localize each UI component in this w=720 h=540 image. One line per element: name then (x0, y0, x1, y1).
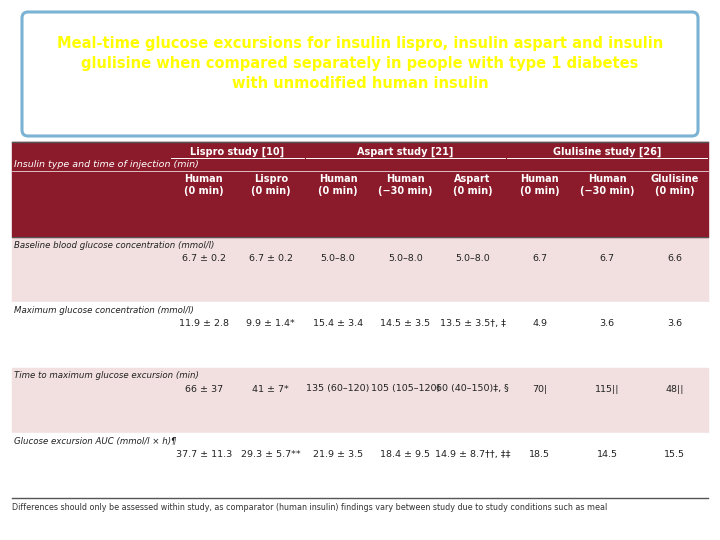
Text: 37.7 ± 11.3: 37.7 ± 11.3 (176, 450, 232, 459)
Bar (12, 302, 708, 368)
Text: 5.0–8.0: 5.0–8.0 (320, 254, 356, 263)
Text: 21.9 ± 3.5: 21.9 ± 3.5 (313, 450, 363, 459)
Text: (−30 min): (−30 min) (378, 186, 433, 196)
Text: 15.5: 15.5 (664, 450, 685, 459)
Text: (0 min): (0 min) (184, 186, 223, 196)
Text: Human: Human (521, 174, 559, 184)
Text: Human: Human (386, 174, 425, 184)
Text: 105 (105–120): 105 (105–120) (371, 384, 440, 394)
Text: 135 (60–120): 135 (60–120) (307, 384, 370, 394)
Text: 66 ± 37: 66 ± 37 (184, 384, 222, 394)
Text: Time to maximum glucose excursion (min): Time to maximum glucose excursion (min) (14, 372, 199, 381)
Text: Human: Human (588, 174, 626, 184)
Text: 6.7 ± 0.2: 6.7 ± 0.2 (249, 254, 293, 263)
Bar (12, 237, 708, 302)
Text: 29.3 ± 5.7**: 29.3 ± 5.7** (241, 450, 301, 459)
Text: 14.9 ± 8.7††, ‡‡: 14.9 ± 8.7††, ‡‡ (435, 450, 510, 459)
FancyBboxPatch shape (22, 12, 698, 136)
Text: Lispro study [10]: Lispro study [10] (190, 147, 284, 157)
Bar (12, 368, 708, 433)
Text: 11.9 ± 2.8: 11.9 ± 2.8 (179, 319, 229, 328)
Text: 115||: 115|| (595, 384, 619, 394)
Text: 3.6: 3.6 (667, 319, 682, 328)
Text: Insulin type and time of injection (min): Insulin type and time of injection (min) (14, 160, 199, 169)
Text: 4.9: 4.9 (532, 319, 547, 328)
Text: 6.7: 6.7 (600, 254, 615, 263)
Text: Lispro: Lispro (254, 174, 288, 184)
Text: 6.7: 6.7 (532, 254, 547, 263)
Text: (0 min): (0 min) (453, 186, 492, 196)
Text: Maximum glucose concentration (mmol/l): Maximum glucose concentration (mmol/l) (14, 306, 194, 315)
Text: 5.0–8.0: 5.0–8.0 (388, 254, 423, 263)
Text: glulisine when compared separately in people with type 1 diabetes: glulisine when compared separately in pe… (81, 56, 639, 71)
Text: Human: Human (184, 174, 223, 184)
Text: (0 min): (0 min) (318, 186, 358, 196)
Text: 5.0–8.0: 5.0–8.0 (455, 254, 490, 263)
Text: Glulisine study [26]: Glulisine study [26] (553, 147, 661, 157)
Text: 9.9 ± 1.4*: 9.9 ± 1.4* (246, 319, 295, 328)
Text: with unmodified human insulin: with unmodified human insulin (232, 76, 488, 91)
Text: 70|: 70| (532, 384, 547, 394)
Text: 6.7 ± 0.2: 6.7 ± 0.2 (181, 254, 225, 263)
Text: Baseline blood glucose concentration (mmol/l): Baseline blood glucose concentration (mm… (14, 241, 215, 250)
Text: 3.6: 3.6 (600, 319, 615, 328)
Text: (0 min): (0 min) (654, 186, 694, 196)
Bar (12, 433, 708, 498)
Text: 18.5: 18.5 (529, 450, 550, 459)
Text: (0 min): (0 min) (520, 186, 559, 196)
Text: (0 min): (0 min) (251, 186, 291, 196)
Text: Human: Human (319, 174, 357, 184)
Text: 48||: 48|| (665, 384, 683, 394)
Text: Aspart study [21]: Aspart study [21] (357, 147, 454, 157)
Text: (−30 min): (−30 min) (580, 186, 634, 196)
Text: Aspart: Aspart (454, 174, 491, 184)
Text: 18.4 ± 9.5: 18.4 ± 9.5 (380, 450, 431, 459)
Bar (12, 142, 708, 237)
Text: Differences should only be assessed within study, as comparator (human insulin) : Differences should only be assessed with… (12, 503, 607, 512)
Text: 13.5 ± 3.5†, ‡: 13.5 ± 3.5†, ‡ (440, 319, 505, 328)
Text: Meal-time glucose excursions for insulin lispro, insulin aspart and insulin: Meal-time glucose excursions for insulin… (57, 36, 663, 51)
Text: 60 (40–150)‡, §: 60 (40–150)‡, § (436, 384, 509, 394)
Text: 14.5 ± 3.5: 14.5 ± 3.5 (380, 319, 431, 328)
Text: Glulisine: Glulisine (650, 174, 698, 184)
Text: Glucose excursion AUC (mmol/l × h)¶: Glucose excursion AUC (mmol/l × h)¶ (14, 437, 176, 445)
Text: 41 ± 7*: 41 ± 7* (253, 384, 289, 394)
Text: 6.6: 6.6 (667, 254, 682, 263)
Text: 14.5: 14.5 (597, 450, 618, 459)
Text: 15.4 ± 3.4: 15.4 ± 3.4 (313, 319, 363, 328)
